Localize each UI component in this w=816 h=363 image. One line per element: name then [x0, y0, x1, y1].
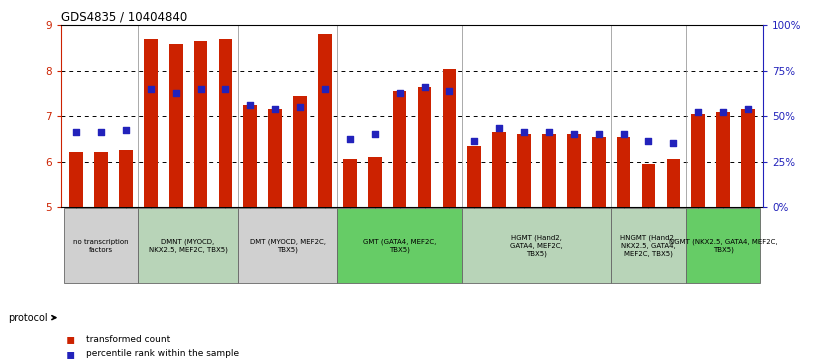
- Bar: [492, 132, 506, 207]
- Bar: [64, 208, 139, 284]
- Bar: [442, 69, 456, 207]
- Point: [144, 86, 157, 92]
- Bar: [318, 33, 332, 207]
- Text: protocol: protocol: [8, 313, 48, 323]
- Text: ▪: ▪: [65, 333, 74, 346]
- Bar: [716, 112, 730, 207]
- Bar: [293, 96, 307, 207]
- Bar: [343, 159, 357, 207]
- Bar: [338, 208, 462, 284]
- Point: [119, 127, 132, 132]
- Text: GMT (GATA4, MEF2C,
TBX5): GMT (GATA4, MEF2C, TBX5): [363, 239, 437, 253]
- Point: [169, 91, 182, 97]
- Bar: [169, 44, 183, 207]
- Point: [368, 131, 381, 137]
- Bar: [119, 150, 133, 207]
- Bar: [617, 136, 631, 207]
- Point: [468, 138, 481, 144]
- Bar: [462, 208, 611, 284]
- Point: [617, 131, 630, 137]
- Bar: [392, 91, 406, 207]
- Bar: [139, 208, 238, 284]
- Point: [294, 104, 307, 110]
- Text: no transcription
factors: no transcription factors: [73, 239, 129, 253]
- Point: [219, 86, 232, 92]
- Bar: [418, 87, 432, 207]
- Point: [244, 102, 257, 108]
- Point: [543, 129, 556, 135]
- Bar: [592, 136, 605, 207]
- Bar: [517, 134, 531, 207]
- Bar: [667, 159, 681, 207]
- Point: [194, 86, 207, 92]
- Bar: [69, 152, 83, 207]
- Point: [592, 131, 605, 137]
- Bar: [144, 39, 157, 207]
- Point: [692, 109, 705, 115]
- Point: [517, 129, 530, 135]
- Bar: [567, 134, 581, 207]
- Point: [344, 136, 357, 142]
- Text: DMNT (MYOCD,
NKX2.5, MEF2C, TBX5): DMNT (MYOCD, NKX2.5, MEF2C, TBX5): [149, 239, 228, 253]
- Text: percentile rank within the sample: percentile rank within the sample: [86, 350, 239, 358]
- Bar: [268, 109, 282, 207]
- Bar: [94, 152, 108, 207]
- Bar: [685, 208, 761, 284]
- Point: [418, 84, 431, 90]
- Bar: [641, 164, 655, 207]
- Bar: [611, 208, 685, 284]
- Bar: [468, 146, 481, 207]
- Point: [69, 129, 82, 135]
- Point: [493, 125, 506, 130]
- Bar: [193, 41, 207, 207]
- Point: [95, 129, 108, 135]
- Point: [443, 88, 456, 94]
- Bar: [368, 157, 382, 207]
- Bar: [691, 114, 705, 207]
- Text: NGMT (NKX2.5, GATA4, MEF2C,
TBX5): NGMT (NKX2.5, GATA4, MEF2C, TBX5): [669, 239, 778, 253]
- Point: [667, 140, 680, 146]
- Text: transformed count: transformed count: [86, 335, 170, 344]
- Bar: [219, 39, 233, 207]
- Bar: [542, 134, 556, 207]
- Point: [567, 131, 580, 137]
- Text: HGMT (Hand2,
GATA4, MEF2C,
TBX5): HGMT (Hand2, GATA4, MEF2C, TBX5): [510, 235, 563, 257]
- Text: GDS4835 / 10404840: GDS4835 / 10404840: [61, 11, 188, 24]
- Text: DMT (MYOCD, MEF2C,
TBX5): DMT (MYOCD, MEF2C, TBX5): [250, 239, 326, 253]
- Point: [268, 106, 282, 112]
- Point: [642, 138, 655, 144]
- Point: [393, 91, 406, 97]
- Bar: [741, 109, 755, 207]
- Text: HNGMT (Hand2,
NKX2.5, GATA4,
MEF2C, TBX5): HNGMT (Hand2, NKX2.5, GATA4, MEF2C, TBX5…: [620, 235, 676, 257]
- Point: [716, 109, 730, 115]
- Point: [742, 106, 755, 112]
- Bar: [238, 208, 338, 284]
- Text: ▪: ▪: [65, 347, 74, 361]
- Bar: [243, 105, 257, 207]
- Point: [318, 86, 331, 92]
